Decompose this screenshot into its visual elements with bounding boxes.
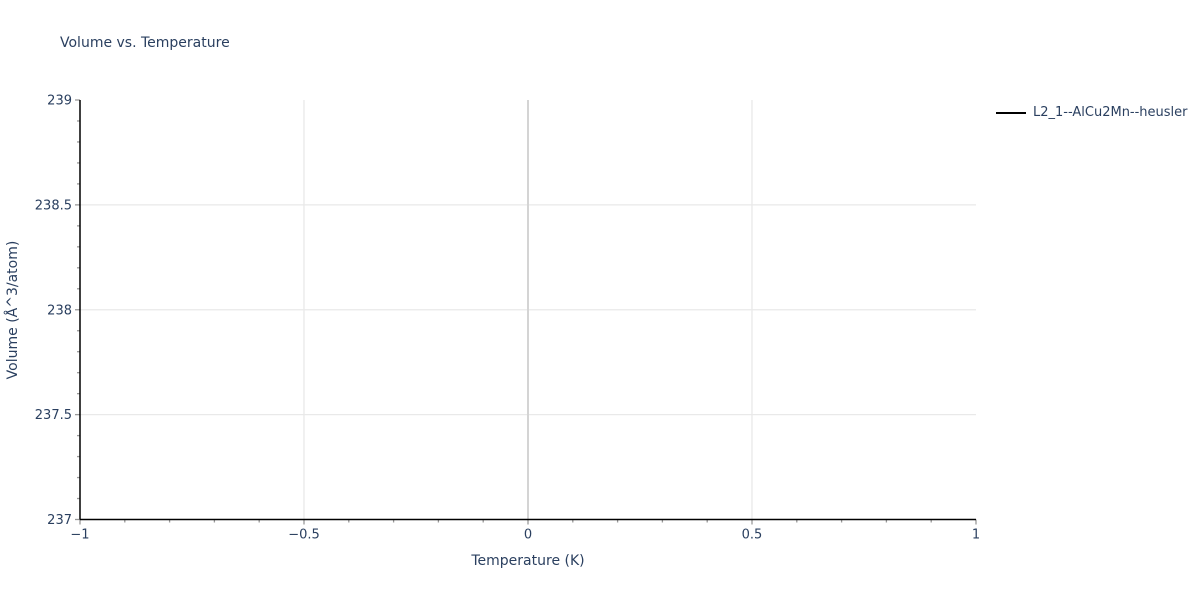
- x-tick-label: 0.5: [742, 528, 763, 543]
- x-tick-label: 0: [524, 528, 532, 543]
- legend-item[interactable]: L2_1--AlCu2Mn--heusler: [996, 105, 1188, 120]
- y-tick-label: 239: [47, 94, 72, 109]
- y-tick-label: 237.5: [35, 408, 72, 423]
- legend: L2_1--AlCu2Mn--heusler: [996, 105, 1188, 120]
- legend-line-swatch: [996, 111, 1026, 114]
- legend-label: L2_1--AlCu2Mn--heusler: [1033, 105, 1188, 120]
- x-tick-label: −0.5: [288, 528, 320, 543]
- plot-area[interactable]: [80, 100, 976, 520]
- y-axis-title: Volume (Å^3/atom): [5, 240, 21, 380]
- y-tick-label: 238: [47, 303, 72, 318]
- y-tick-label: 237: [47, 513, 72, 528]
- x-tick-label: 1: [972, 528, 980, 543]
- x-tick-label: −1: [70, 528, 89, 543]
- y-tick-label: 238.5: [35, 198, 72, 213]
- x-axis-title: Temperature (K): [471, 553, 585, 569]
- chart-title: Volume vs. Temperature: [60, 35, 230, 51]
